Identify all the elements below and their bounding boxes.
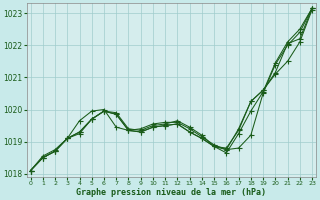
X-axis label: Graphe pression niveau de la mer (hPa): Graphe pression niveau de la mer (hPa) bbox=[76, 188, 266, 197]
